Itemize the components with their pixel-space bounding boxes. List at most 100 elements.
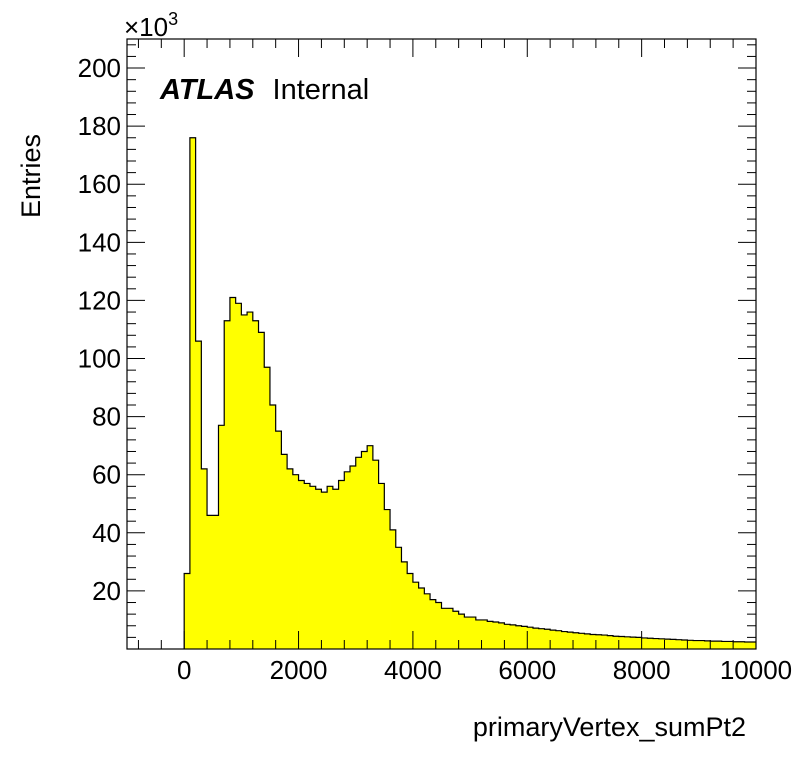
histogram-bar xyxy=(733,641,740,649)
histogram-bars xyxy=(184,137,757,649)
histogram-bar xyxy=(458,614,465,649)
atlas-label: ATLAS xyxy=(159,74,255,106)
histogram-bar xyxy=(630,637,637,649)
histogram-bar xyxy=(532,628,540,649)
histogram-bar xyxy=(721,641,728,649)
histogram-bar xyxy=(544,629,551,649)
histogram-bar xyxy=(407,573,414,649)
histogram-bar xyxy=(504,624,511,649)
histogram-bar xyxy=(452,611,460,649)
histogram-bar xyxy=(601,635,608,649)
y-tick-label: 120 xyxy=(78,285,121,315)
histogram-bar xyxy=(538,628,545,649)
histogram-bar xyxy=(641,637,648,649)
histogram-bar xyxy=(252,320,259,649)
histogram-bar xyxy=(321,492,328,649)
plot-frame xyxy=(126,38,757,650)
histogram-bar xyxy=(332,489,339,649)
histogram-bar xyxy=(441,608,448,649)
histogram-bar xyxy=(635,637,643,649)
histogram-bar xyxy=(390,529,397,649)
x-tick-label: 4000 xyxy=(384,655,442,685)
histogram-bar xyxy=(658,638,665,649)
histogram-bar xyxy=(372,460,379,649)
histogram-bar xyxy=(578,633,585,649)
atlas-stamp: ATLAS Internal xyxy=(159,74,369,106)
y-tick-label: 20 xyxy=(92,576,121,606)
histogram-bar xyxy=(309,486,317,649)
histogram-bar xyxy=(201,468,208,649)
y-tick-labels: 20 40 60 80 100 120 140 160 180 200 xyxy=(78,53,121,606)
histogram-bar xyxy=(681,640,688,649)
histogram-bar xyxy=(327,486,334,649)
histogram-bar xyxy=(521,626,528,649)
histogram-bar xyxy=(401,561,408,649)
x-tick-label: 8000 xyxy=(613,655,671,685)
histogram-bar xyxy=(378,483,385,649)
histogram-bar xyxy=(292,474,299,649)
histogram-bar xyxy=(607,635,614,649)
histogram-bar xyxy=(738,641,745,649)
histogram-bar xyxy=(687,640,694,649)
histogram-bar xyxy=(464,617,471,649)
y-tick-label: 60 xyxy=(92,460,121,490)
histogram-bar xyxy=(430,599,437,649)
histogram-bar xyxy=(367,445,374,649)
histogram-bar xyxy=(247,312,254,649)
histogram-bar xyxy=(515,625,522,649)
histogram-bar xyxy=(624,636,631,649)
histogram-bar xyxy=(447,608,454,649)
internal-label: Internal xyxy=(273,74,370,106)
histogram-bar xyxy=(298,480,305,649)
x-tick-label: 10000 xyxy=(720,655,792,685)
histogram-bar xyxy=(555,630,562,649)
histogram-bar xyxy=(384,509,391,649)
x-tick-labels: 0 2000 4000 6000 8000 10000 xyxy=(177,655,792,685)
histogram-bar xyxy=(235,303,242,649)
histogram-bar xyxy=(281,454,288,649)
y-axis-label: Entries xyxy=(16,134,46,218)
y-tick-label: 140 xyxy=(78,227,121,257)
y-tick-label: 80 xyxy=(92,402,121,432)
histogram-bar xyxy=(481,619,488,649)
histogram-bar xyxy=(492,621,500,649)
histogram-bar xyxy=(475,619,482,649)
histogram-bar xyxy=(715,641,723,649)
histogram-bar xyxy=(264,367,271,649)
histogram-bar xyxy=(350,466,357,649)
histogram-bar xyxy=(435,602,442,649)
histogram-bar xyxy=(241,314,248,649)
histogram-bar xyxy=(412,582,420,649)
histogram-bar xyxy=(269,405,277,649)
histogram-bar xyxy=(698,640,705,649)
axis-ticks xyxy=(127,39,757,649)
y-tick-label: 100 xyxy=(78,344,121,374)
histogram-bar xyxy=(212,515,219,649)
histogram-bar xyxy=(195,341,202,649)
x-tick-label: 2000 xyxy=(270,655,328,685)
histogram-bar xyxy=(304,483,311,649)
histogram-bar xyxy=(584,633,591,649)
histogram-bar xyxy=(675,639,683,649)
histogram-bar xyxy=(315,489,322,649)
histogram-bar xyxy=(418,588,425,649)
x-axis-label: primaryVertex_sumPt2 xyxy=(473,712,746,742)
histogram-bar xyxy=(573,632,580,649)
histogram-bar xyxy=(470,617,477,649)
histogram-bar xyxy=(561,631,568,649)
histogram-bar xyxy=(647,638,654,649)
y-tick-label: 160 xyxy=(78,169,121,199)
histogram-bar xyxy=(344,471,351,649)
y-tick-label: 40 xyxy=(92,518,121,548)
histogram-bar xyxy=(218,425,225,649)
histogram-bar xyxy=(395,547,402,649)
histogram-bar xyxy=(229,297,237,649)
histogram-bar xyxy=(424,593,431,649)
y-tick-label: 200 xyxy=(78,53,121,83)
histogram-bar xyxy=(487,621,494,649)
histogram-bar xyxy=(710,641,717,649)
histogram-bar xyxy=(275,431,282,649)
histogram-bar xyxy=(595,634,603,649)
histogram-outline xyxy=(183,137,756,649)
